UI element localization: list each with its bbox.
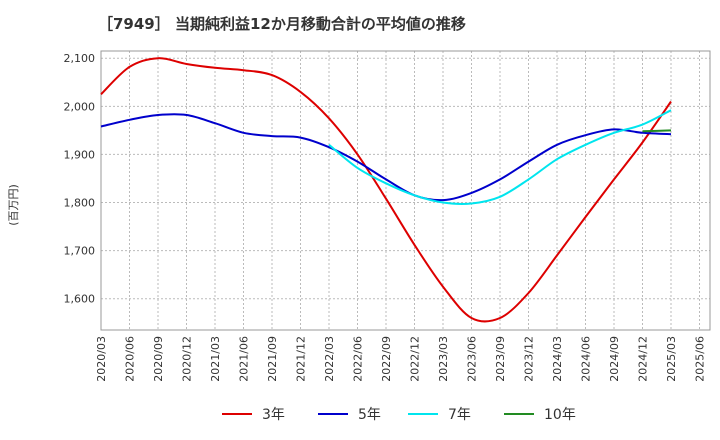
x-tick-label: 2023/03 — [437, 336, 450, 382]
x-tick-label: 2020/09 — [152, 336, 165, 382]
x-tick-label: 2021/03 — [209, 336, 222, 382]
y-tick-label: 1,700 — [64, 245, 96, 258]
x-tick-label: 2020/03 — [95, 336, 108, 382]
x-tick-label: 2021/09 — [266, 336, 279, 382]
plot-area-frame — [100, 50, 711, 331]
y-tick-label: 1,800 — [64, 197, 96, 210]
y-axis-label: (百万円) — [7, 184, 20, 226]
x-tick-label: 2023/12 — [523, 336, 536, 382]
y-tick-label: 1,900 — [64, 148, 96, 161]
y-axis-ticks: 1,600 1,700 1,800 1,900 2,000 2,100 — [64, 52, 96, 306]
x-tick-label: 2020/06 — [124, 336, 137, 382]
x-tick-label: 2025/06 — [694, 336, 707, 382]
chart-title: ［7949］ 当期純利益12か月移動合計の平均値の推移 — [98, 15, 466, 33]
legend-label-3: 7年 — [448, 407, 471, 423]
legend: 3年 5年 7年 10年 — [222, 407, 576, 423]
y-tick-label: 2,100 — [64, 52, 96, 65]
series-line-2 — [100, 113, 672, 202]
legend-label-4: 10年 — [544, 407, 576, 423]
x-tick-label: 2024/12 — [637, 336, 650, 382]
grid — [100, 51, 710, 330]
y-tick-label: 2,000 — [64, 100, 96, 113]
series-line-4 — [642, 129, 672, 133]
legend-label-1: 3年 — [262, 407, 285, 423]
series-layer — [100, 57, 672, 323]
x-tick-label: 2024/09 — [608, 336, 621, 382]
x-tick-label: 2023/06 — [466, 336, 479, 382]
series-line-3 — [328, 109, 672, 205]
x-tick-label: 2022/06 — [352, 336, 365, 382]
x-tick-label: 2022/12 — [409, 336, 422, 382]
x-tick-label: 2022/03 — [323, 336, 336, 382]
x-tick-label: 2021/06 — [238, 336, 251, 382]
y-tick-label: 1,600 — [64, 293, 96, 306]
series-line-1 — [100, 57, 672, 323]
legend-label-2: 5年 — [358, 407, 381, 423]
x-tick-label: 2025/03 — [665, 336, 678, 382]
x-tick-label: 2022/09 — [380, 336, 393, 382]
x-axis-ticks: 2020/03 2020/06 2020/09 2020/12 2021/03 2021/… — [95, 336, 707, 382]
x-tick-label: 2020/12 — [181, 336, 194, 382]
x-tick-label: 2023/09 — [494, 336, 507, 382]
x-tick-label: 2024/03 — [551, 336, 564, 382]
x-tick-label: 2021/12 — [295, 336, 308, 382]
x-tick-label: 2024/06 — [580, 336, 593, 382]
